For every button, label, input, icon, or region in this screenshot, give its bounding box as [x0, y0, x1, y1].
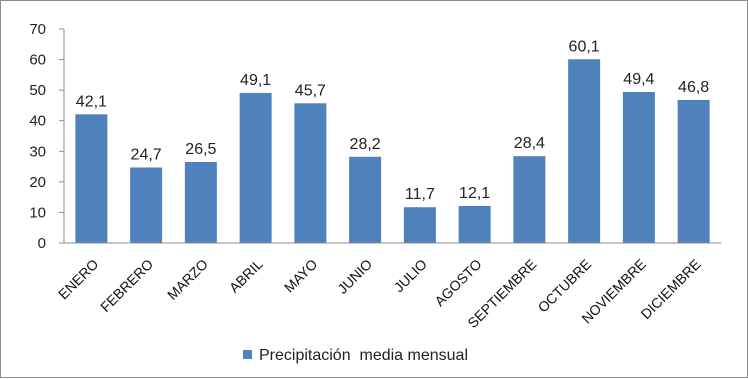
data-label: 60,1: [569, 38, 600, 55]
bar: [239, 92, 272, 243]
category-label: OCTUBRE: [535, 256, 595, 316]
category-label: ABRIL: [226, 256, 266, 296]
data-label: 49,1: [240, 72, 271, 89]
bar: [568, 59, 601, 243]
data-label: 11,7: [405, 186, 435, 203]
category-label: JUNIO: [334, 256, 375, 297]
data-label: 42,1: [76, 93, 107, 110]
category-label: AGOSTO: [431, 256, 485, 310]
y-tick-label: 50: [29, 82, 46, 99]
data-label: 28,4: [514, 135, 545, 152]
y-tick-label: 30: [29, 143, 46, 160]
data-label: 49,4: [623, 71, 654, 88]
category-label: FEBRERO: [97, 256, 156, 315]
data-labels: 42,1 24,7 26,5 49,1 45,7 28,2 11,7 12,1 28,4 60,1…: [76, 38, 709, 203]
category-label: MARZO: [164, 256, 211, 303]
category-label: ENERO: [55, 256, 102, 303]
bar: [349, 156, 382, 243]
data-label: 45,7: [295, 82, 326, 99]
y-tick-label: 0: [38, 235, 46, 252]
data-label: 46,8: [678, 79, 709, 96]
bars: [75, 59, 710, 244]
y-tick-label: 10: [29, 204, 46, 221]
category-label: JULIO: [391, 256, 430, 295]
bar: [184, 161, 217, 243]
bar: [622, 91, 655, 243]
bar: [294, 103, 327, 243]
data-label: 24,7: [131, 146, 162, 163]
bar: [513, 156, 546, 243]
bar: [403, 207, 436, 243]
y-tick-label: 60: [29, 52, 46, 69]
category-label: MAYO: [281, 256, 321, 296]
y-tick-label: 40: [29, 113, 46, 130]
y-tick-label: 70: [29, 21, 46, 38]
bar: [458, 206, 491, 243]
bar: [75, 114, 108, 244]
data-label: 12,1: [459, 185, 490, 202]
y-axis-ticks: 0 10 20 30 40 50 60 70: [29, 21, 64, 252]
bar: [677, 99, 710, 243]
data-label: 26,5: [185, 141, 216, 158]
bar: [130, 167, 163, 243]
data-label: 28,2: [350, 136, 381, 153]
y-tick-label: 20: [29, 174, 46, 191]
legend: Precipitación media mensual: [243, 347, 468, 364]
legend-swatch: [243, 350, 252, 359]
legend-label: Precipitación media mensual: [259, 347, 468, 364]
